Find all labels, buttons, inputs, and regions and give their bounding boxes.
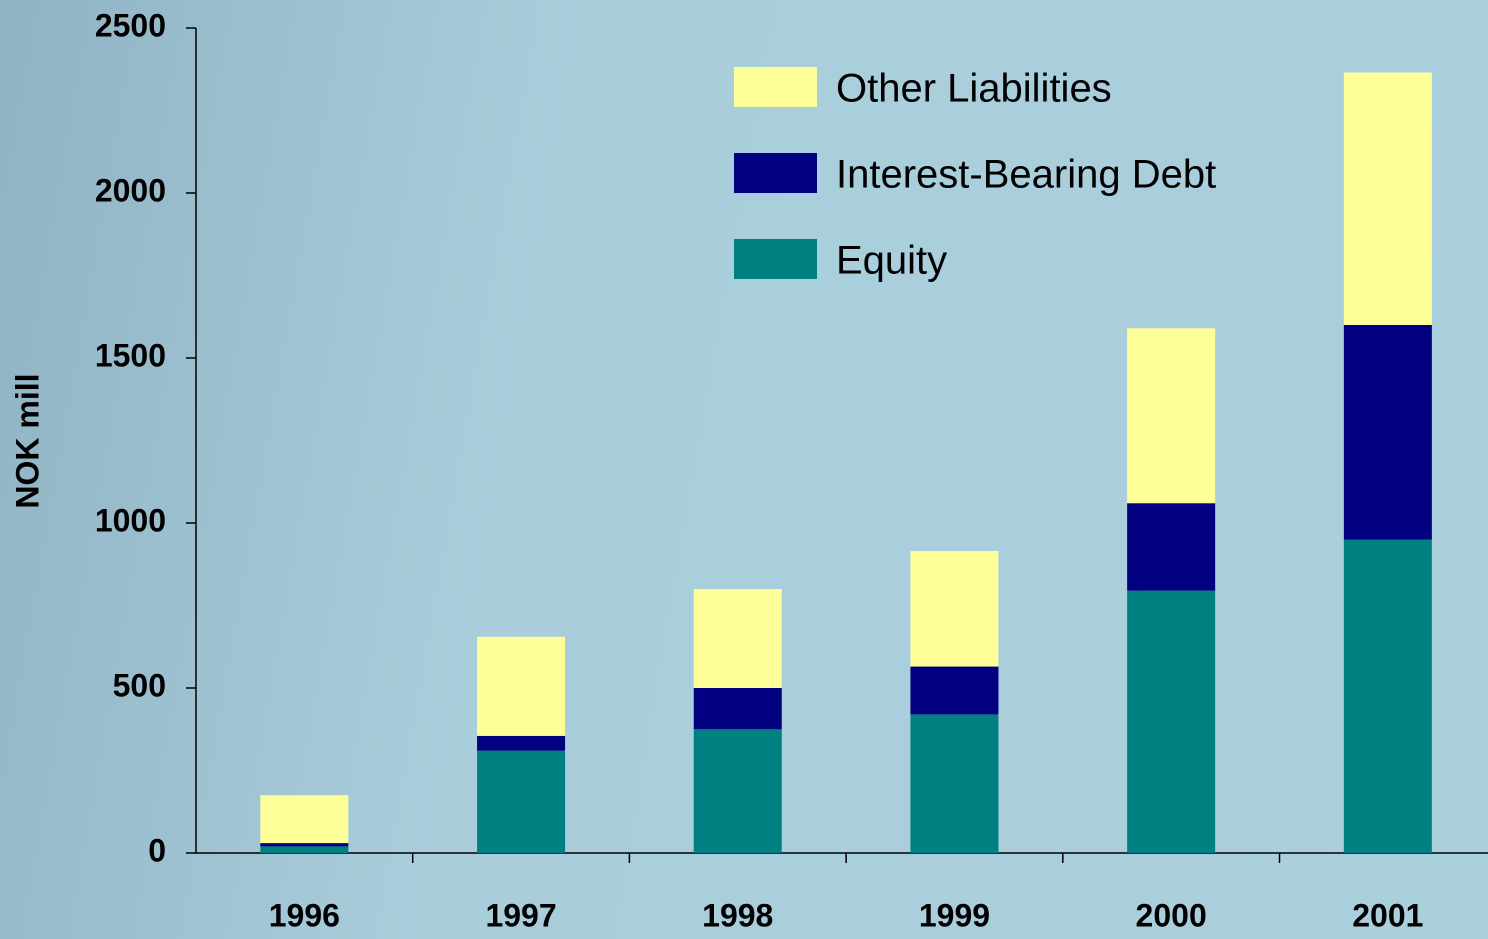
bar-segment xyxy=(477,736,565,751)
bar-segment xyxy=(694,729,782,853)
bar-segment xyxy=(1344,325,1432,540)
bar-segment xyxy=(1127,591,1215,853)
x-tick-label: 2000 xyxy=(1136,897,1207,933)
bar-segment xyxy=(477,637,565,736)
y-tick-label: 1500 xyxy=(95,337,166,373)
x-tick-label: 1998 xyxy=(702,897,773,933)
bar-segment xyxy=(1344,73,1432,325)
legend-swatch xyxy=(734,239,817,279)
bar-segment xyxy=(910,667,998,715)
bar-segment xyxy=(694,688,782,729)
y-tick-label: 0 xyxy=(148,832,166,868)
x-tick-label: 2001 xyxy=(1352,897,1423,933)
bar-segment xyxy=(1127,503,1215,590)
legend-label: Equity xyxy=(836,239,947,283)
y-axis-label: NOK mill xyxy=(9,373,45,508)
x-tick-label: 1997 xyxy=(485,897,556,933)
bar-segment xyxy=(910,714,998,853)
y-tick-label: 2000 xyxy=(95,172,166,208)
y-tick-label: 500 xyxy=(113,667,166,703)
legend-swatch xyxy=(734,67,817,107)
legend-swatch xyxy=(734,153,817,193)
bar-segment xyxy=(260,843,348,846)
legend-label: Interest-Bearing Debt xyxy=(836,153,1216,197)
x-tick-label: 1999 xyxy=(919,897,990,933)
y-tick-label: 1000 xyxy=(95,502,166,538)
legend-label: Other Liabilities xyxy=(836,67,1112,111)
bar-segment xyxy=(477,751,565,853)
bar-segment xyxy=(1344,540,1432,854)
bar-segment xyxy=(694,589,782,688)
x-tick-label: 1996 xyxy=(269,897,340,933)
bar-segment xyxy=(260,846,348,853)
chart: NOK mill 0 500 1000 1500 2000 2500 1996 1997 199… xyxy=(0,0,1488,939)
y-tick-label: 2500 xyxy=(95,7,166,43)
bar-segment xyxy=(1127,328,1215,503)
bar-segment xyxy=(260,795,348,843)
bar-segment xyxy=(910,551,998,667)
